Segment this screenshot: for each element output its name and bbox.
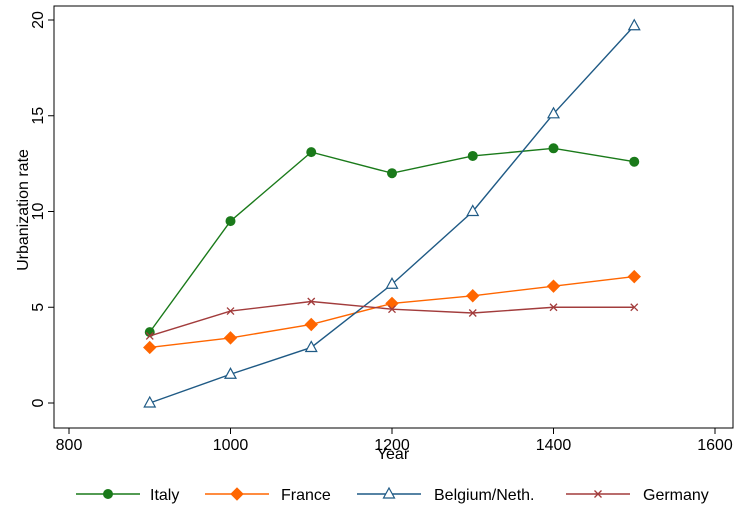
series-line: [149, 25, 635, 404]
x-tick-label: 1000: [213, 437, 249, 454]
legend-item: Germany: [566, 487, 709, 504]
series-germany: [145, 297, 639, 340]
data-point-stroke-b: [468, 309, 477, 317]
data-point-stroke-b: [226, 307, 235, 316]
data-point: [548, 143, 559, 154]
legend-marker: [594, 490, 602, 498]
plot-frame: [53, 5, 734, 429]
legend-item: France: [205, 487, 331, 504]
data-point-stroke-b: [307, 297, 316, 306]
y-tick-label: 5: [30, 303, 47, 312]
legend-label: Italy: [150, 487, 179, 504]
data-point: [546, 106, 561, 119]
y-tick-label: 15: [30, 107, 47, 125]
data-point: [143, 340, 157, 355]
data-point-stroke-b: [630, 303, 639, 312]
y-tick-label: 0: [30, 398, 47, 407]
data-point: [145, 332, 154, 340]
legend-label: Germany: [643, 487, 709, 504]
data-point-stroke-b: [145, 332, 154, 340]
legend-marker: [103, 489, 113, 499]
x-tick-label: 1600: [697, 437, 733, 454]
series-belgium-neth: [143, 18, 641, 408]
data-point: [226, 307, 235, 316]
y-tick-label: 20: [30, 11, 47, 29]
legend-item: Italy: [76, 487, 179, 504]
data-point: [385, 277, 399, 289]
legend-marker: [230, 487, 244, 501]
data-point: [304, 317, 318, 332]
series-layer: [143, 18, 641, 408]
legend-marker-stroke-b: [594, 490, 602, 498]
y-axis-title: Urbanization rate: [15, 149, 32, 271]
x-axis-title: Year: [377, 446, 410, 463]
data-point: [387, 168, 397, 179]
data-point: [546, 279, 561, 293]
data-point: [549, 303, 558, 312]
data-point: [466, 289, 480, 303]
data-point: [388, 305, 396, 314]
legend-item: Belgium/Neth.: [357, 486, 535, 504]
legend-marker: [382, 486, 396, 499]
data-point: [466, 204, 480, 217]
data-point: [306, 147, 317, 158]
x-tick-label: 1400: [536, 437, 572, 454]
x-tick-label: 1200: [374, 437, 410, 454]
x-tick-label: 800: [56, 437, 83, 454]
data-point: [629, 156, 640, 167]
y-tick-label: 10: [30, 203, 47, 221]
legend: Italy France Belgium/Neth. Germany: [76, 486, 709, 504]
legend-label: France: [281, 487, 331, 504]
data-point: [467, 150, 478, 161]
data-point: [627, 269, 641, 284]
data-point: [304, 340, 318, 353]
data-point: [630, 303, 639, 312]
data-point: [225, 216, 236, 227]
data-point: [223, 367, 238, 379]
data-point: [143, 395, 157, 408]
data-point: [627, 18, 641, 31]
data-point-stroke-b: [549, 303, 558, 312]
data-point-stroke-b: [388, 305, 396, 314]
data-point: [307, 297, 316, 306]
data-point: [385, 296, 399, 311]
legend-label: Belgium/Neth.: [434, 487, 535, 504]
data-point: [223, 331, 238, 345]
axes: 800 1000 1200 1400 1600 0 5 10 15 20: [30, 11, 733, 454]
data-point: [468, 309, 477, 317]
